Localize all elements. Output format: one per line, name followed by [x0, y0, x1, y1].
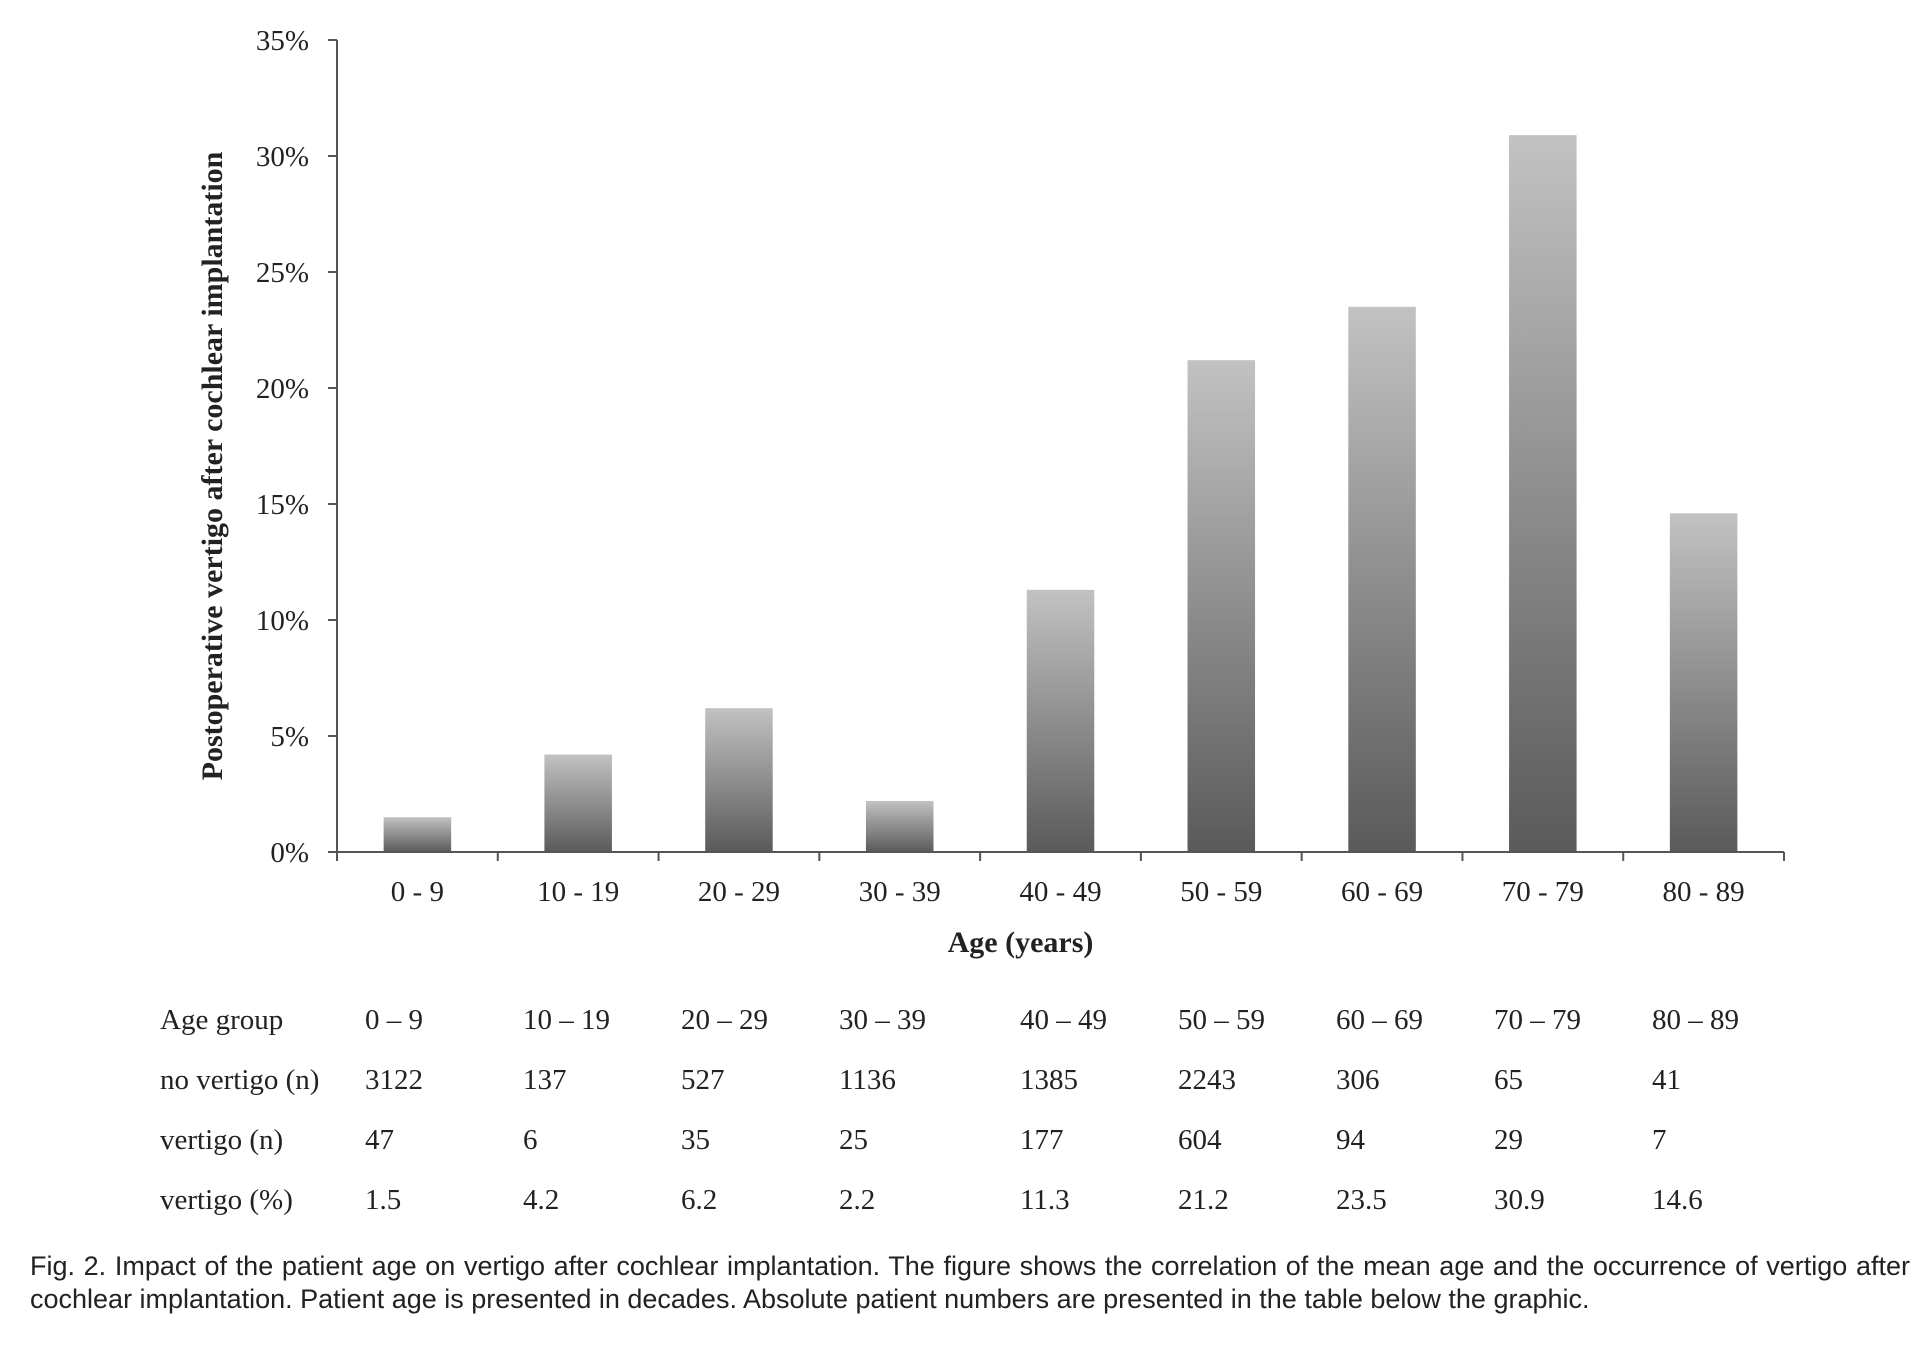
table-cell: 11.3: [1020, 1183, 1070, 1216]
table-cell: 70 – 79: [1494, 1003, 1581, 1036]
bar-10-19: [544, 754, 612, 852]
table-row: vertigo (%) 1.5 4.2 6.2 2.2 11.3 21.2 23.5 30.9 1…: [160, 1170, 1810, 1230]
table-cell: 25: [839, 1123, 868, 1156]
bar-70-79: [1509, 135, 1577, 852]
y-tick-label: 25%: [256, 257, 309, 289]
table-cell: 30 – 39: [839, 1003, 926, 1036]
table-row-label: no vertigo (n): [160, 1063, 320, 1096]
table-cell: 527: [681, 1063, 725, 1096]
table-row-label: vertigo (n): [160, 1123, 284, 1156]
x-tick-label: 30 - 39: [859, 876, 941, 908]
table-cell: 23.5: [1336, 1183, 1387, 1216]
table-cell: 1136: [839, 1063, 896, 1096]
table-cell: 41: [1652, 1063, 1681, 1096]
table-row-label: vertigo (%): [160, 1183, 293, 1216]
y-tick-label: 10%: [256, 605, 309, 637]
table-cell: 1385: [1020, 1063, 1078, 1096]
x-axis-ticks: 0 - 9 10 - 19 20 - 29 30 - 39 40 - 49 50 - 59…: [336, 852, 1785, 908]
bar-0-9: [383, 817, 452, 852]
table-cell: 3122: [365, 1063, 423, 1096]
table-cell: 20 – 29: [681, 1003, 768, 1036]
table-cell: 604: [1178, 1123, 1222, 1156]
table-row: vertigo (n) 47 6 35 25 177 604 94 29 7: [160, 1110, 1810, 1170]
bars: [383, 135, 1738, 852]
table-cell: 2.2: [839, 1183, 876, 1216]
data-table: Age group 0 – 9 10 – 19 20 – 29 30 – 39 40 – …: [160, 990, 1810, 1230]
y-tick-label: 5%: [270, 721, 309, 753]
table-cell: 0 – 9: [365, 1003, 423, 1036]
table-cell: 94: [1336, 1123, 1365, 1156]
y-axis-title: Postoperative vertigo after cochlear imp…: [196, 151, 229, 780]
x-tick-label: 70 - 79: [1502, 876, 1584, 908]
table-cell: 60 – 69: [1336, 1003, 1423, 1036]
table-cell: 21.2: [1178, 1183, 1229, 1216]
x-tick-label: 60 - 69: [1341, 876, 1423, 908]
table-cell: 40 – 49: [1020, 1003, 1107, 1036]
table-cell: 4.2: [523, 1183, 560, 1216]
bar-40-49: [1026, 589, 1095, 852]
y-tick-label: 35%: [256, 25, 309, 57]
table-cell: 14.6: [1652, 1183, 1703, 1216]
bar-chart: 0% 5% 10% 15% 20% 25% 30% 35% 0 - 9 10 - 19 20 - …: [196, 25, 1785, 959]
table-cell: 50 – 59: [1178, 1003, 1265, 1036]
x-axis-title: Age (years): [948, 926, 1094, 959]
x-tick-label: 50 - 59: [1180, 876, 1262, 908]
y-tick-label: 20%: [256, 373, 309, 405]
x-tick-label: 10 - 19: [537, 876, 619, 908]
table-row-label: Age group: [160, 1003, 284, 1036]
table-cell: 65: [1494, 1063, 1523, 1096]
table-cell: 30.9: [1494, 1183, 1545, 1216]
table-cell: 35: [681, 1123, 710, 1156]
figure-caption: Fig. 2. Impact of the patient age on ver…: [30, 1251, 1910, 1314]
table-row: Age group 0 – 9 10 – 19 20 – 29 30 – 39 40 – …: [160, 990, 1810, 1050]
table-cell: 306: [1336, 1063, 1380, 1096]
table-cell: 6.2: [681, 1183, 718, 1216]
table-cell: 2243: [1178, 1063, 1236, 1096]
bar-60-69: [1348, 306, 1416, 852]
bar-50-59: [1187, 360, 1256, 852]
table-cell: 1.5: [365, 1183, 402, 1216]
x-tick-label: 20 - 29: [698, 876, 780, 908]
y-tick-label: 30%: [256, 141, 309, 173]
table-cell: 10 – 19: [523, 1003, 610, 1036]
table-cell: 177: [1020, 1123, 1064, 1156]
bar-30-39: [865, 800, 934, 852]
table-cell: 47: [365, 1123, 394, 1156]
bar-20-29: [705, 708, 773, 852]
y-tick-label: 0%: [270, 837, 309, 869]
y-tick-label: 15%: [256, 489, 309, 521]
bar-80-89: [1669, 513, 1738, 852]
table-cell: 29: [1494, 1123, 1523, 1156]
table-cell: 7: [1652, 1123, 1667, 1156]
x-tick-label: 0 - 9: [391, 876, 444, 908]
table-cell: 80 – 89: [1652, 1003, 1739, 1036]
x-tick-label: 40 - 49: [1019, 876, 1101, 908]
x-tick-label: 80 - 89: [1663, 876, 1745, 908]
table-cell: 137: [523, 1063, 567, 1096]
table-cell: 6: [523, 1123, 538, 1156]
table-row: no vertigo (n) 3122 137 527 1136 1385 2243 306 6…: [160, 1050, 1810, 1110]
y-axis-ticks: 0% 5% 10% 15% 20% 25% 30% 35%: [256, 25, 337, 869]
